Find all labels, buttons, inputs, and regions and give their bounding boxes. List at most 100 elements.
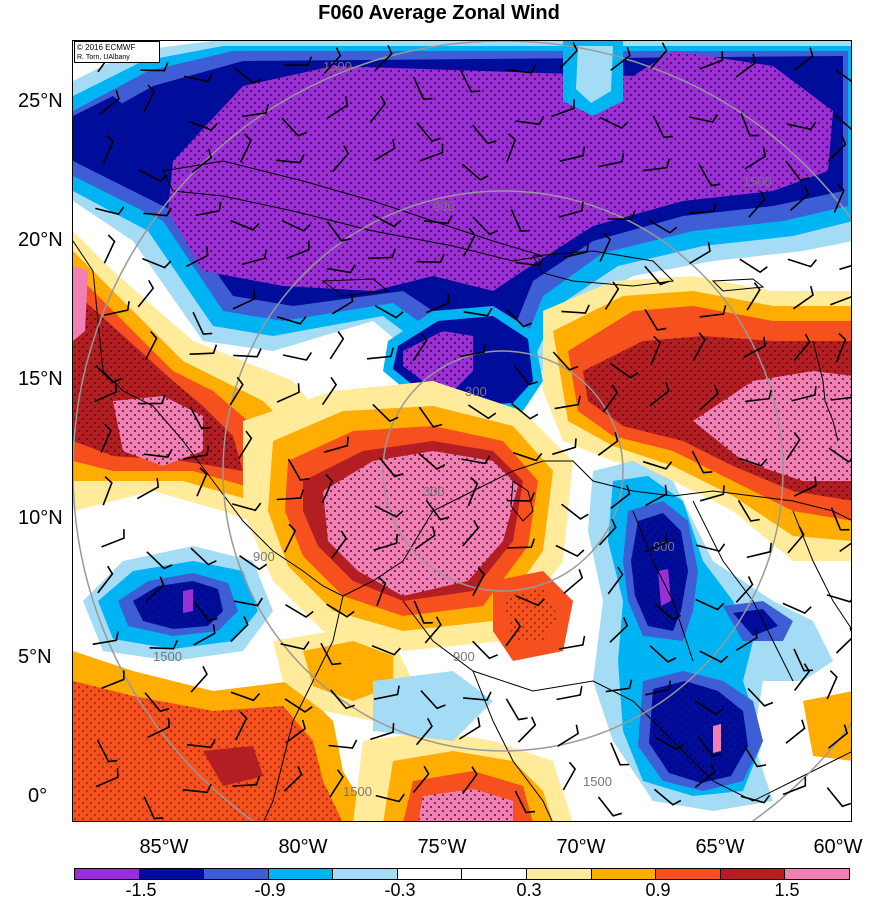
wind-barb — [185, 246, 209, 268]
wind-barb — [233, 597, 263, 607]
wind-barb — [835, 332, 847, 363]
wind-barb — [737, 499, 760, 522]
wind-barb — [282, 352, 313, 361]
wind-barb — [231, 502, 262, 512]
wind-barb — [551, 99, 575, 118]
wind-barb — [785, 719, 806, 744]
wind-barb — [743, 745, 767, 768]
wind-barb — [331, 530, 348, 559]
wind-barb — [505, 698, 528, 721]
wind-barb — [284, 56, 313, 66]
wind-barb — [559, 146, 586, 162]
wind-barb — [834, 68, 851, 83]
colorbar-label-0p9: 0.9 — [645, 880, 671, 900]
wind-barb — [789, 185, 810, 211]
wind-barb — [507, 64, 537, 74]
colorbar-label-n1p5: -1.5 — [125, 880, 157, 900]
wind-barb — [691, 451, 713, 474]
wind-barb — [607, 566, 624, 595]
wind-barb — [791, 386, 817, 402]
wind-barb — [373, 534, 398, 551]
wind-barb — [99, 90, 120, 115]
wind-barb — [605, 679, 633, 693]
wind-barb — [746, 282, 761, 311]
wind-barb — [326, 264, 356, 274]
wind-barbs — [92, 42, 851, 820]
wind-barb — [329, 769, 344, 798]
wind-barb — [276, 154, 305, 164]
wind-barb — [142, 257, 172, 269]
wind-barb — [747, 687, 774, 707]
wind-barb — [558, 201, 584, 218]
wind-barb — [642, 460, 673, 470]
wind-barb — [695, 700, 724, 716]
wind-barb — [782, 602, 812, 615]
credit-author: R. Torn, UAlbany — [77, 54, 130, 61]
wind-barb — [556, 685, 583, 701]
wind-barb — [285, 719, 307, 744]
wind-barb — [517, 716, 537, 743]
wind-barb — [92, 631, 119, 646]
credit-box: © 2016 ECMWF R. Torn, UAlbany — [74, 41, 160, 63]
contour-label-900: 900 — [433, 199, 455, 214]
wind-barb — [414, 526, 436, 550]
wind-barb — [193, 624, 216, 646]
wind-barb — [505, 618, 522, 647]
wind-barb — [331, 145, 350, 173]
wind-barb — [146, 551, 173, 570]
wind-barb — [506, 492, 535, 502]
contour-label-1500e: 1500 — [583, 774, 612, 789]
wind-barb — [100, 423, 112, 453]
wind-barb — [426, 293, 450, 314]
wind-barb — [653, 788, 682, 806]
wind-barb — [826, 670, 838, 700]
wind-barb — [102, 476, 113, 506]
wind-barb — [238, 430, 253, 460]
wind-barb — [412, 765, 430, 794]
wind-barb — [692, 332, 706, 361]
wind-barb — [196, 467, 208, 497]
wind-barb — [326, 96, 349, 119]
wind-barb — [374, 505, 404, 518]
wind-barb — [195, 201, 222, 217]
wind-barb — [610, 363, 639, 379]
wind-barb — [95, 365, 122, 384]
wind-barb — [232, 289, 256, 310]
wind-barb — [140, 61, 169, 72]
wind-barb — [147, 717, 171, 739]
wind-barb — [654, 602, 681, 621]
wind-barb — [833, 183, 845, 213]
wind-barb — [326, 221, 351, 242]
wind-barb — [827, 724, 849, 749]
wind-barb — [472, 216, 499, 236]
wind-barb — [513, 452, 543, 462]
wind-barb — [230, 691, 261, 702]
wind-barb — [643, 533, 668, 554]
wind-barb — [191, 148, 213, 173]
wind-barb — [368, 248, 396, 260]
wind-barb — [416, 122, 441, 143]
contour-label-900b: 900 — [253, 549, 275, 564]
wind-barb — [563, 569, 584, 595]
wind-barb — [699, 51, 724, 70]
wind-barb — [143, 448, 173, 458]
wind-barb — [599, 116, 629, 129]
wind-barb — [192, 311, 213, 335]
wind-barb — [827, 135, 847, 162]
wind-barb — [507, 538, 536, 549]
wind-barb — [459, 69, 481, 93]
lon-label-60w: 60°W — [813, 836, 863, 858]
lon-label-80w: 80°W — [278, 836, 328, 858]
contour-label-1500: 1500 — [323, 59, 352, 74]
wind-barb — [142, 84, 156, 114]
wind-barb — [467, 476, 479, 507]
wind-barb — [740, 113, 759, 137]
wind-barb — [281, 117, 307, 137]
colorbar-label-n0p3: -0.3 — [384, 880, 416, 900]
wind-barb — [189, 344, 218, 355]
wind-barb — [644, 308, 667, 331]
wind-barb — [695, 598, 725, 611]
wind-barb — [239, 133, 252, 163]
wind-barb — [607, 210, 636, 220]
wind-barb — [650, 42, 668, 70]
